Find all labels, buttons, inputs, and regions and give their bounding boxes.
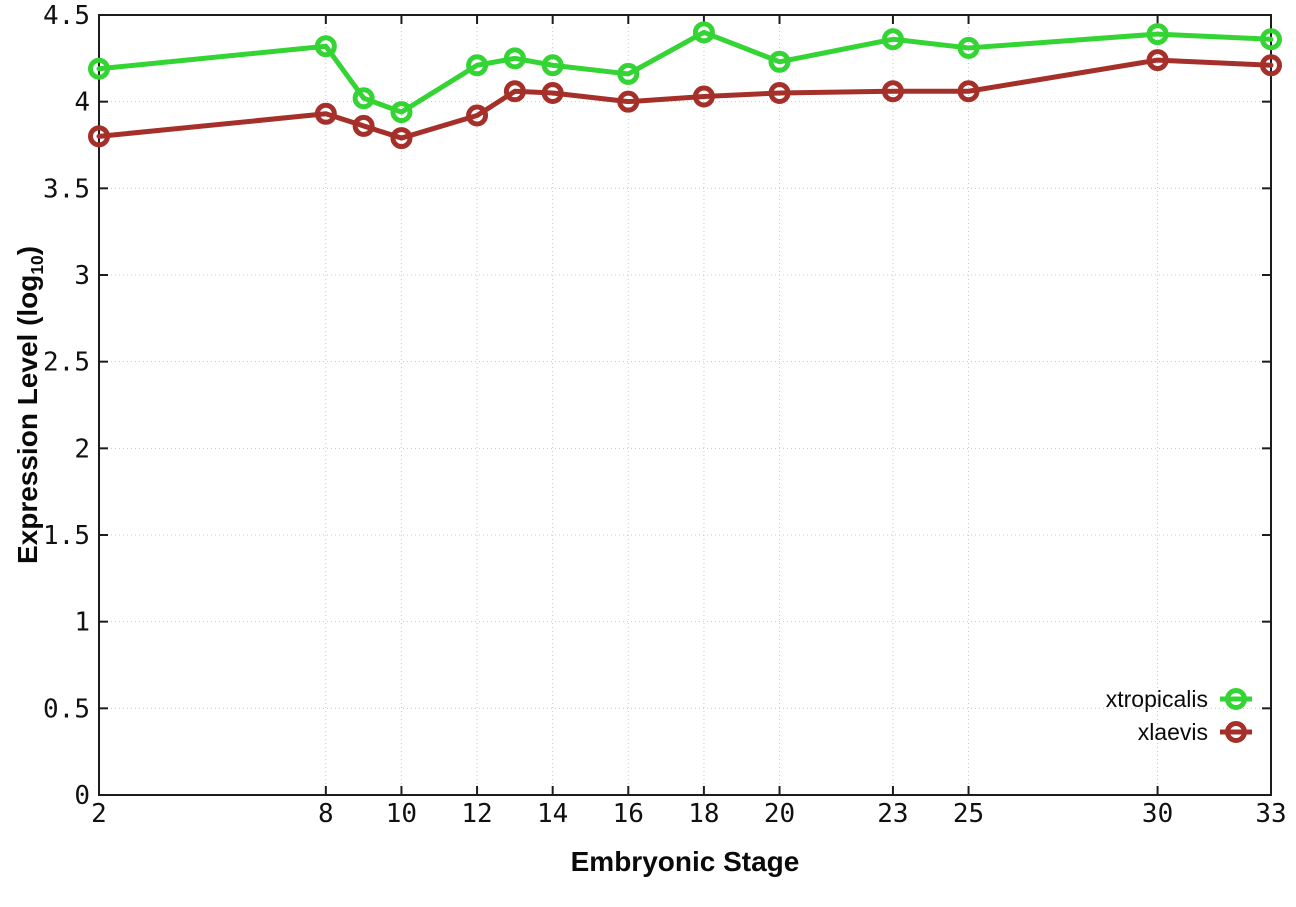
data-point-xlaevis [692,85,715,108]
plot-border [98,14,1272,796]
y-tick-label: 0 [74,781,90,811]
data-point-xtropicalis [352,87,375,110]
y-tick-label: 4.5 [43,1,90,31]
x-tick-label: 23 [877,799,908,829]
y-tick-label: 3.5 [43,174,90,204]
data-point-xlaevis [466,104,489,127]
legend-sample-line-icon [1220,721,1252,743]
y-tick-label: 2 [74,434,90,464]
data-point-xlaevis [1260,54,1282,77]
data-point-xtropicalis [503,47,526,70]
x-tick-label: 30 [1142,799,1173,829]
y-tick-label: 1 [74,608,90,638]
data-point-xtropicalis [881,28,904,51]
y-tick-label: 1.5 [43,521,90,551]
y-tick-label: 0.5 [43,694,90,724]
x-tick-label: 8 [318,799,334,829]
y-axis-title-subscript: 10 [27,255,48,275]
data-point-xlaevis [503,80,526,103]
data-point-xtropicalis [1146,23,1169,46]
y-tick-label: 3 [74,261,90,291]
x-tick-label: 33 [1255,799,1286,829]
x-axis-title: Embryonic Stage [570,846,800,877]
data-point-xlaevis [541,82,564,104]
data-point-xlaevis [88,125,110,148]
x-tick-label: 18 [688,799,719,829]
data-point-xtropicalis [541,54,564,77]
legend-label-xtropicalis: xtropicalis [1105,686,1208,712]
x-tick-label: 2 [91,799,107,829]
x-tick-label: 14 [537,799,568,829]
data-point-xtropicalis [88,57,110,80]
y-axis-title: Expression Level (log10) [12,246,48,564]
y-axis-title-text: Expression Level (log [11,274,43,565]
data-point-xtropicalis [314,35,337,58]
x-tick-label: 10 [386,799,417,829]
legend-entry-xtropicalis: xtropicalis [1106,685,1253,713]
data-point-xlaevis [390,127,413,150]
data-point-xlaevis [314,102,337,125]
x-tick-label: 12 [461,799,492,829]
data-point-xlaevis [768,82,791,104]
legend-entry-xlaevis: xlaevis [1106,718,1253,746]
data-point-xtropicalis [957,36,980,59]
legend-sample-line-icon [1220,688,1252,710]
data-point-xtropicalis [692,21,715,44]
legend: xtropicalis xlaevis [1106,685,1253,751]
x-tick-label: 16 [613,799,644,829]
y-tick-label: 4 [74,88,90,118]
data-point-xtropicalis [466,54,489,77]
data-point-xtropicalis [390,101,413,124]
data-point-xlaevis [352,114,375,137]
series-line-xlaevis [96,57,1274,141]
y-axis-title-close: ) [11,245,43,256]
x-tick-label: 25 [953,799,984,829]
x-tick-label: 20 [764,799,795,829]
data-point-xlaevis [957,80,980,103]
data-point-xtropicalis [617,62,640,85]
data-point-xtropicalis [1260,28,1282,51]
data-point-xtropicalis [768,50,791,73]
data-point-xlaevis [1146,49,1169,72]
legend-label-xlaevis: xlaevis [1137,719,1208,745]
data-point-xlaevis [881,80,904,103]
data-point-xlaevis [617,90,640,113]
y-tick-label: 2.5 [43,348,90,378]
